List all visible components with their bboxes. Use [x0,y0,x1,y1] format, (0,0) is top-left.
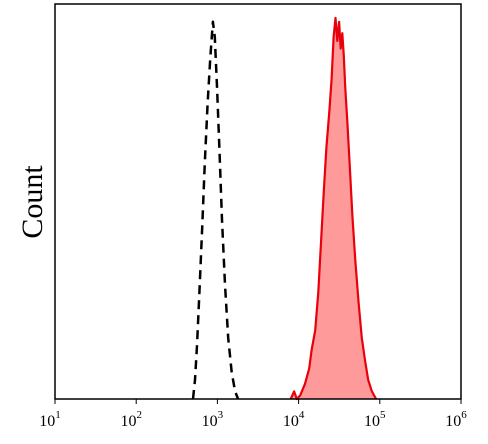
x-tick-base: 10 [445,413,461,430]
x-tick-base: 10 [39,413,55,430]
x-tick-exponent: 4 [299,409,305,421]
x-tick-label: 106 [445,409,467,430]
x-tick-label: 103 [202,409,224,430]
x-tick-base: 10 [120,413,136,430]
x-tick-base: 10 [202,413,218,430]
x-tick-exponent: 1 [55,409,61,421]
plot-area [191,16,378,401]
x-tick-exponent: 6 [461,409,467,421]
x-tick-exponent: 5 [380,409,386,421]
x-tick-base: 10 [364,413,380,430]
x-axis-ticks: 101 102 103 104 105 106 [39,399,467,430]
series-0-dashed-line [191,20,240,400]
y-axis-label: Count [16,165,49,239]
x-tick-exponent: 2 [136,409,142,421]
x-tick-label: 104 [283,409,305,430]
plot-frame [54,3,462,400]
x-tick-label: 101 [39,409,61,430]
series-1-outline [289,16,378,401]
series-1-fill [290,18,377,399]
x-tick-exponent: 3 [218,409,224,421]
x-tick-label: 102 [120,409,142,430]
x-tick-base: 10 [283,413,299,430]
x-tick-label: 105 [364,409,386,430]
